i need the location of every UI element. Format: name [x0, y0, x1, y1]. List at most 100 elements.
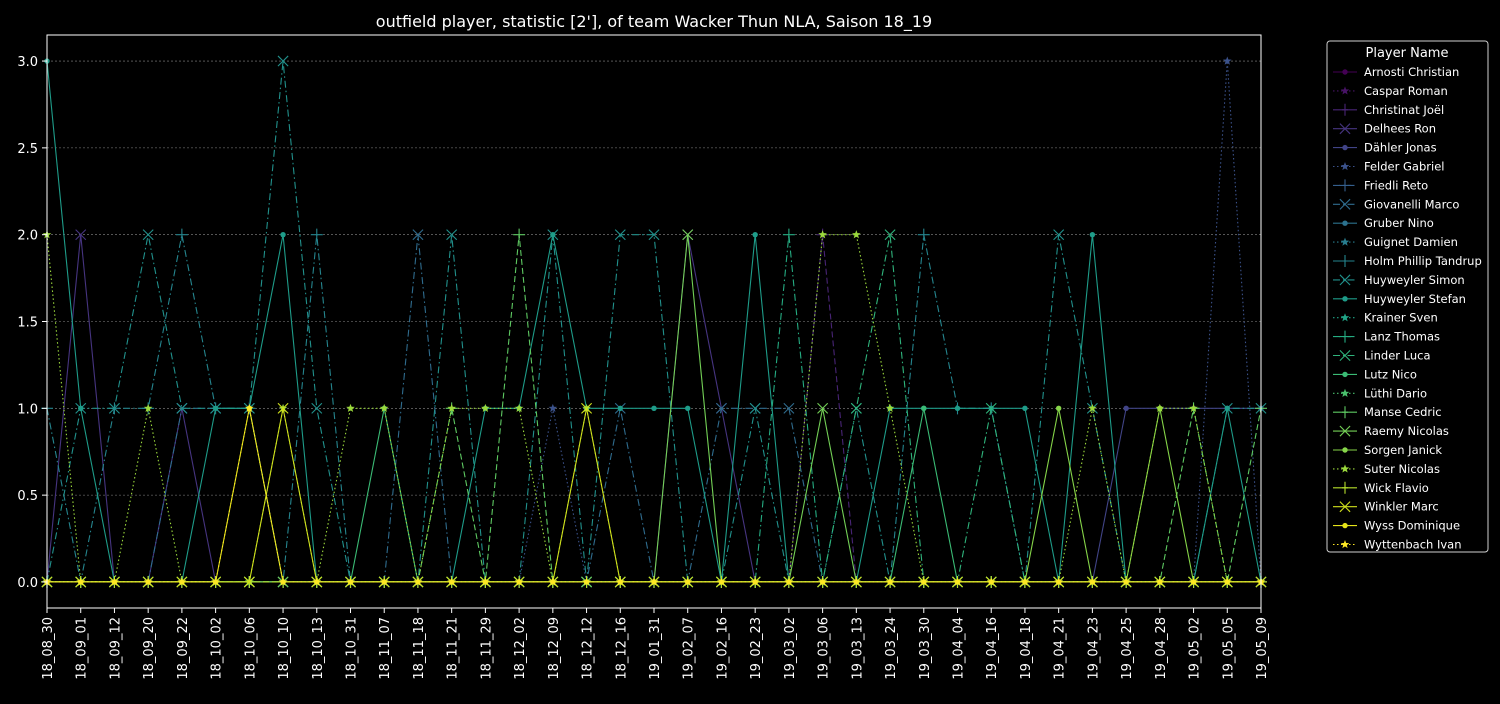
x-tick-label: 18_10_10: [277, 617, 292, 680]
data-point: [1339, 179, 1351, 192]
legend-label: Winkler Marc: [1364, 500, 1439, 514]
legend-entry: Holm Phillip Tandrup: [1333, 254, 1482, 268]
x-tick-label: 18_09_01: [75, 617, 90, 680]
legend-entry: Dähler Jonas: [1333, 141, 1437, 155]
legend-entry: Caspar Roman: [1333, 84, 1448, 98]
plot-area-frame: [46, 34, 1262, 609]
legend-label: Gruber Nino: [1364, 216, 1434, 230]
series-line: [46, 60, 1261, 583]
legend-entry: Wick Flavio: [1333, 481, 1429, 495]
legend-entry: Christinat Joël: [1333, 103, 1444, 117]
legend-label: Krainer Sven: [1364, 311, 1438, 325]
data-point: [1339, 350, 1351, 361]
data-point: [143, 577, 153, 586]
x-tick-label: 18_11_21: [446, 617, 461, 680]
data-point: [985, 402, 997, 414]
legend-entry: Raemy Nicolas: [1333, 424, 1449, 438]
legend-entry: Delhees Ron: [1333, 122, 1436, 136]
data-point: [142, 229, 154, 241]
data-point: [1089, 231, 1096, 238]
x-tick-label: 18_11_29: [479, 617, 494, 680]
legend-entry: Winkler Marc: [1333, 500, 1439, 514]
data-point: [548, 577, 558, 586]
grid-lines: [47, 60, 1261, 583]
series-line: [47, 408, 1261, 583]
legend: Player Name Arnosti Christian Caspar Roma…: [1326, 40, 1489, 553]
x-tick-label: 18_10_02: [210, 617, 225, 680]
data-point: [1342, 220, 1348, 226]
data-point: [1339, 330, 1351, 343]
data-point: [310, 228, 323, 241]
data-point: [1342, 522, 1348, 529]
legend-entry: Krainer Sven: [1333, 311, 1438, 325]
data-point: [379, 403, 389, 412]
x-tick-label: 18_10_13: [311, 617, 326, 680]
data-point: [447, 577, 456, 586]
x-tick-label: 19_04_18: [1019, 617, 1034, 680]
data-point: [885, 577, 895, 586]
data-point: [143, 403, 153, 412]
x-tick-label: 19_03_02: [783, 617, 798, 680]
y-tick-label: 1.0: [17, 402, 38, 417]
data-point: [749, 402, 761, 414]
data-point: [1223, 56, 1232, 65]
legend-label: Dähler Jonas: [1364, 141, 1437, 155]
legend-entry: Felder Gabriel: [1333, 160, 1444, 174]
legend-label: Lutz Nico: [1364, 367, 1417, 381]
data-point: [1339, 255, 1351, 267]
legend-entry: Guignet Damien: [1333, 235, 1458, 249]
series-lines: [41, 55, 1267, 588]
legend-label: Huyweyler Simon: [1364, 273, 1465, 287]
legend-label: Huyweyler Stefan: [1364, 292, 1466, 306]
data-point: [1340, 540, 1350, 549]
data-point: [177, 577, 187, 586]
legend-label: Caspar Roman: [1364, 84, 1448, 98]
x-tick-label: 18_12_09: [547, 617, 562, 680]
data-point: [75, 229, 87, 241]
data-point: [1339, 103, 1351, 116]
legend-entry: Linder Luca: [1333, 349, 1431, 363]
y-tick-label: 2.5: [17, 142, 38, 157]
legend-entry: Friedli Reto: [1333, 178, 1428, 192]
legend-label: Arnosti Christian: [1364, 65, 1459, 79]
data-point: [1342, 371, 1348, 378]
legend-entry: Sorgen Janick: [1333, 443, 1442, 457]
data-point: [78, 405, 84, 412]
data-point: [1189, 403, 1198, 412]
legend-entry: Gruber Nino: [1333, 216, 1434, 230]
data-point: [582, 577, 591, 586]
data-point: [513, 228, 526, 241]
data-point: [379, 577, 389, 586]
data-point: [954, 405, 961, 412]
data-point: [1339, 406, 1351, 419]
data-point: [1224, 405, 1230, 412]
legend-label: Delhees Ron: [1364, 122, 1436, 136]
series-5: [42, 56, 1266, 586]
data-point: [616, 577, 625, 586]
series-line: [47, 407, 1261, 583]
data-point: [752, 231, 758, 238]
data-point: [550, 231, 556, 238]
data-point: [818, 230, 827, 239]
data-point: [412, 229, 424, 241]
data-point: [1223, 577, 1232, 586]
data-point: [1121, 577, 1131, 586]
data-point: [648, 229, 660, 241]
data-point: [715, 402, 727, 414]
data-point: [1339, 501, 1351, 513]
data-point: [110, 577, 119, 586]
data-point: [1342, 69, 1348, 75]
legend-label: Manse Cedric: [1364, 405, 1442, 419]
x-tick-label: 18_10_31: [345, 617, 360, 680]
legend-label: Wick Flavio: [1364, 481, 1429, 495]
legend-label: Giovanelli Marco: [1364, 197, 1459, 211]
legend-entry: Huyweyler Stefan: [1333, 292, 1466, 306]
data-point: [447, 403, 456, 412]
data-point: [311, 402, 323, 414]
data-point: [617, 405, 623, 412]
data-point: [278, 577, 288, 586]
data-point: [1339, 274, 1351, 286]
x-tick-label: 19_05_05: [1221, 617, 1236, 680]
